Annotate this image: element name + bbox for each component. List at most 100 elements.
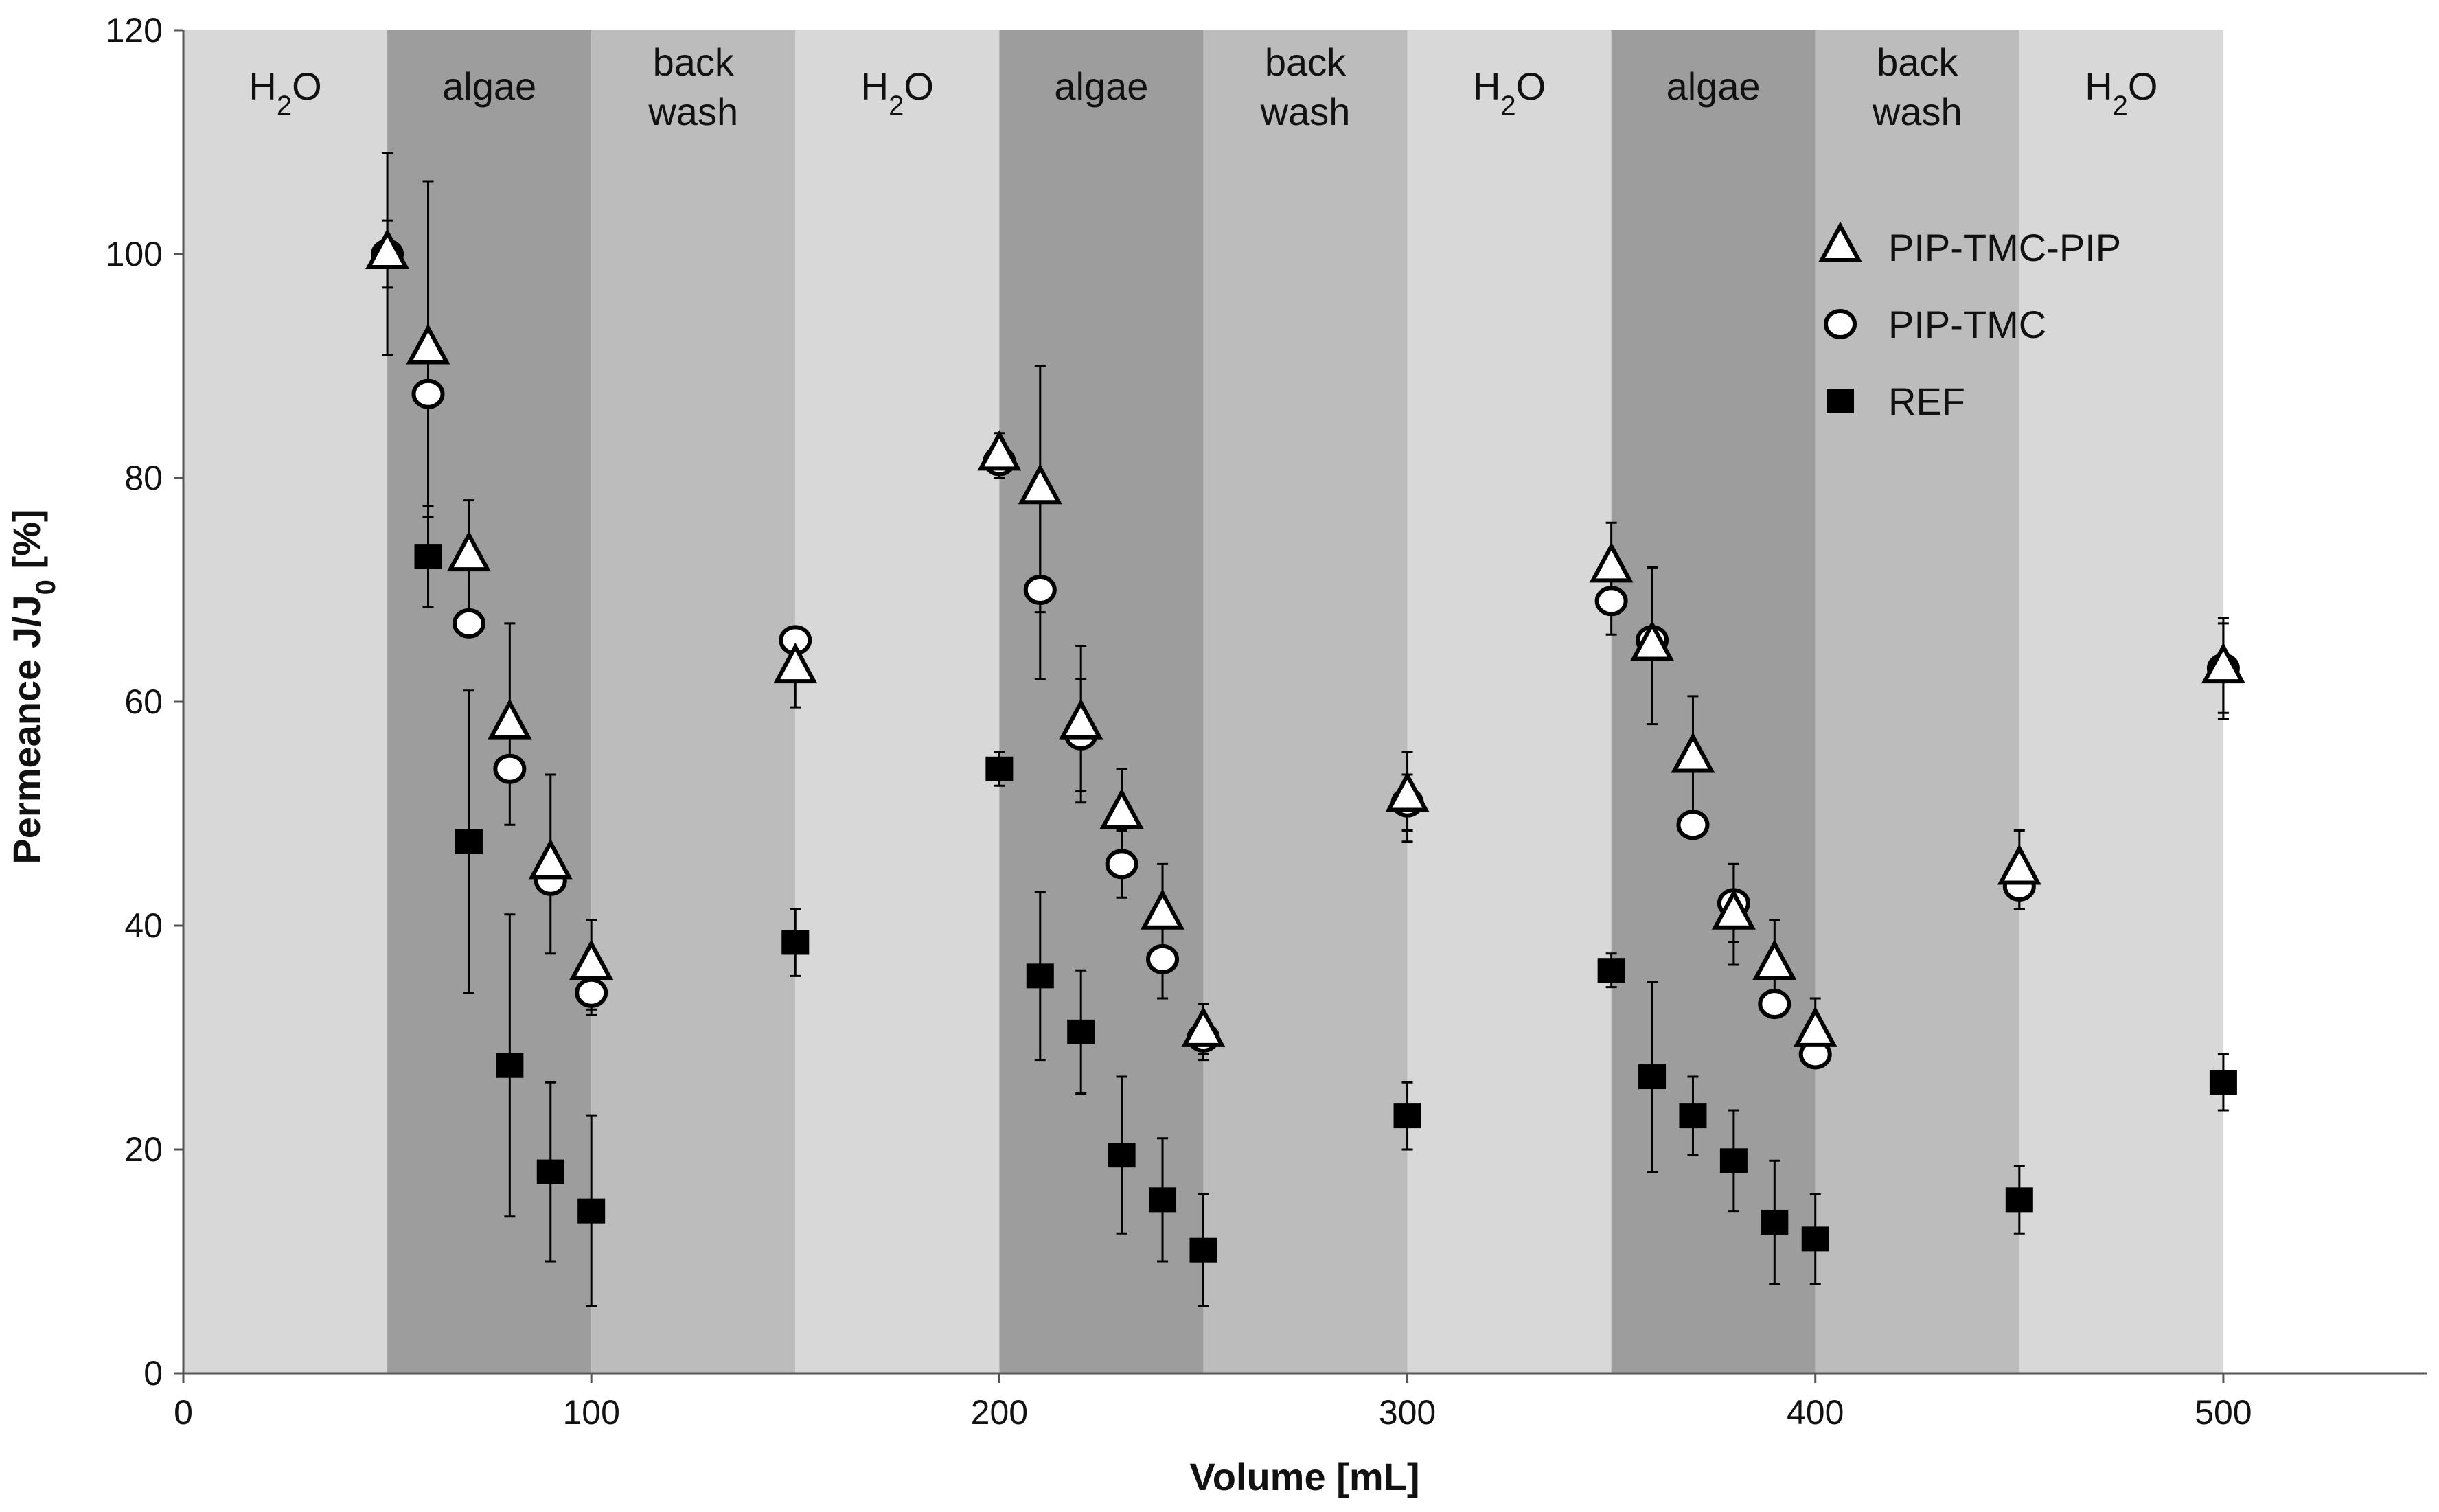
point-pip-tmc-pip [1752,939,1797,981]
point-ref [414,544,442,569]
phase-band-backwash [1203,30,1408,1373]
point-pip-tmc-pip [1793,1006,1837,1047]
x-axis-title: Volume [mL] [1190,1455,1420,1498]
legend-label: PIP-TMC [1888,303,2046,346]
x-tick-label: 500 [2195,1393,2252,1432]
y-tick-label: 80 [124,459,163,497]
point-ref [577,1198,606,1224]
point-pip-tmc-pip [1181,1006,1226,1047]
point-pip-tmc-pip [1141,889,1185,930]
point-pip-tmc-pip [773,642,818,684]
point-pip-tmc-pip [365,228,410,269]
point-ref [1597,958,1625,983]
point-ref [536,1159,564,1184]
point-pip-tmc-pip [488,698,532,740]
phase-band-h2o [183,30,388,1373]
point-ref [1393,1103,1421,1129]
y-tick-label: 100 [106,235,163,273]
point-ref [1189,1237,1217,1263]
point-ref [1149,1187,1177,1213]
point-pip-tmc [411,378,445,409]
point-pip-tmc-pip [1589,542,1634,583]
phase-label-backwash: back wash [1260,41,1351,133]
phase-band-algae [1611,30,1816,1373]
phase-band-backwash [591,30,796,1373]
point-pip-tmc-pip [1671,732,1715,773]
phase-label-h2o: H2O [2085,65,2157,121]
phase-label-h2o: H2O [249,65,321,121]
x-tick-label: 200 [971,1393,1028,1432]
phase-label-h2o: H2O [861,65,934,121]
point-pip-tmc-pip [1630,620,1675,661]
point-pip-tmc-pip [1018,463,1062,505]
legend-marker-pip-tmc [1824,309,1857,339]
axes: 0 100 200 300 400 500 0 20 40 60 80 100 120 [106,11,2427,1432]
point-ref [455,829,483,854]
point-pip-tmc [1146,943,1180,974]
point-ref [2209,1070,2237,1095]
point-ref [496,1053,524,1078]
phase-label-algae: algae [1054,65,1148,108]
phase-band-h2o [2019,30,2223,1373]
point-ref [781,930,810,955]
point-ref [1679,1103,1707,1129]
y-tick-label: 20 [124,1130,163,1169]
point-pip-tmc [493,753,527,784]
phase-band-algae [999,30,1204,1373]
point-pip-tmc-pip [1385,771,1430,812]
point-pip-tmc [1594,586,1628,617]
point-ref [1026,963,1054,989]
point-ref [1638,1064,1667,1090]
point-pip-tmc-pip [1997,844,2041,885]
point-pip-tmc-pip [446,530,491,572]
point-ref [1067,1019,1095,1044]
x-tick-label: 100 [562,1393,619,1432]
phase-band-algae [387,30,592,1373]
legend-label: REF [1888,380,1965,423]
point-pip-tmc-pip [406,323,450,365]
x-tick-label: 300 [1379,1393,1436,1432]
point-pip-tmc [1105,849,1138,880]
y-axis-title-main: Permeance J/J [5,595,48,864]
point-ref [1719,1148,1748,1173]
legend: PIP-TMC-PIP PIP-TMC REF [1818,221,2121,423]
phase-label-backwash: back wash [1872,41,1962,133]
y-axis-title-subscript: 0 [31,580,61,595]
point-ref [1761,1209,1789,1235]
y-axis-title-unit: [%] [5,509,48,580]
data-markers [365,228,2245,1263]
y-tick-label: 40 [124,906,163,945]
legend-label: PIP-TMC-PIP [1888,226,2121,269]
point-ref [985,756,1014,781]
legend-marker-pip-tmc-pip [1818,221,1863,262]
point-pip-tmc-pip [977,430,1022,471]
point-pip-tmc-pip [1099,788,1144,829]
point-pip-tmc-pip [1711,889,1756,930]
x-tick-label: 0 [174,1393,193,1432]
point-pip-tmc [1758,989,1791,1020]
y-axis-title: Permeance J/J0 [%] [5,509,61,864]
point-pip-tmc-pip [2201,642,2245,684]
point-pip-tmc [452,608,485,639]
phase-label-algae: algae [442,65,536,108]
legend-marker-ref [1827,389,1854,413]
y-tick-label: 120 [106,11,163,49]
phase-label-backwash: back wash [648,41,738,133]
point-pip-tmc [1023,575,1057,605]
point-pip-tmc-pip [569,939,614,981]
point-pip-tmc [1676,810,1710,840]
x-tick-label: 400 [1787,1393,1844,1432]
phase-band-h2o [1407,30,1612,1373]
phase-band-h2o [795,30,1000,1373]
point-ref [2005,1187,2033,1213]
point-pip-tmc [575,977,608,1008]
point-ref [1108,1143,1136,1168]
y-tick-label: 60 [124,683,163,721]
phase-label-algae: algae [1667,65,1761,108]
point-pip-tmc-pip [528,838,573,880]
y-tick-label: 0 [144,1354,163,1393]
phase-label-h2o: H2O [1473,65,1546,121]
point-pip-tmc-pip [1059,698,1103,740]
point-ref [1801,1226,1829,1252]
